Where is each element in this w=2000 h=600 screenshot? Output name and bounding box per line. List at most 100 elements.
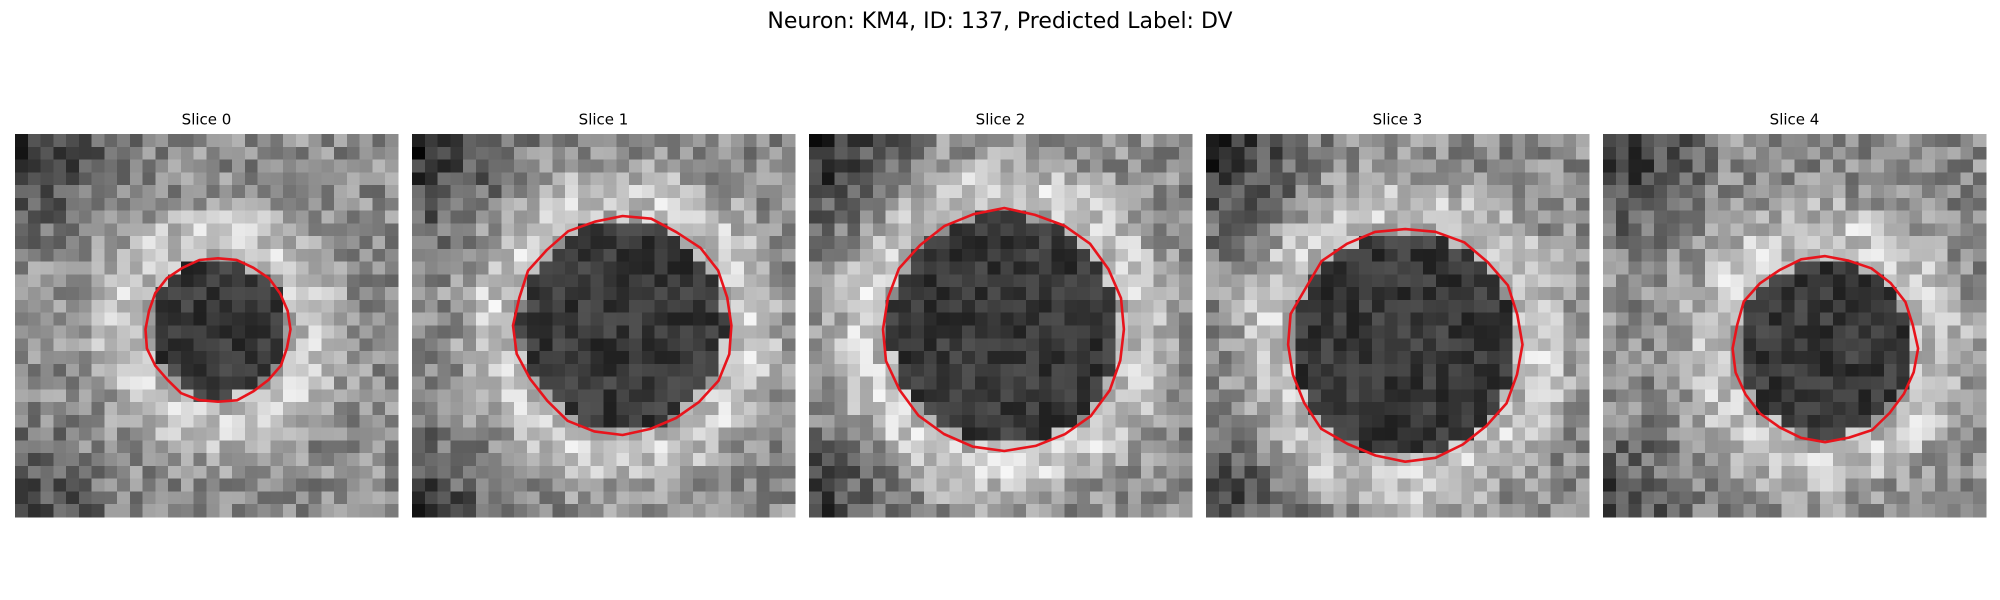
pixel bbox=[1960, 299, 1974, 314]
pixel bbox=[526, 363, 541, 378]
pixel bbox=[437, 465, 451, 480]
pixel bbox=[680, 159, 694, 173]
pixel bbox=[1960, 325, 1974, 339]
pixel bbox=[731, 504, 745, 518]
pixel bbox=[987, 402, 1001, 416]
pixel bbox=[1461, 197, 1475, 212]
pixel bbox=[1295, 172, 1309, 186]
pixel bbox=[1781, 465, 1795, 480]
pixel bbox=[1512, 465, 1526, 480]
pixel bbox=[898, 134, 912, 148]
pixel bbox=[629, 312, 643, 326]
pixel bbox=[1384, 159, 1398, 173]
pixel bbox=[1359, 172, 1373, 186]
pixel bbox=[1947, 478, 1961, 492]
pixel bbox=[1576, 402, 1590, 416]
pixel bbox=[526, 491, 541, 505]
pixel bbox=[463, 223, 477, 237]
pixel bbox=[1794, 325, 1808, 339]
pixel bbox=[1486, 427, 1501, 441]
pixel bbox=[667, 287, 681, 301]
pixel bbox=[1883, 465, 1898, 480]
pixel bbox=[78, 325, 93, 339]
pixel bbox=[501, 453, 515, 467]
pixel bbox=[346, 491, 361, 505]
pixel bbox=[1000, 223, 1014, 237]
pixel bbox=[1858, 134, 1872, 148]
pixel bbox=[731, 299, 745, 314]
pixel bbox=[705, 440, 719, 454]
pixel bbox=[244, 427, 259, 441]
pixel bbox=[1038, 376, 1053, 390]
pixel bbox=[488, 491, 502, 505]
pixel bbox=[731, 402, 745, 416]
pixel bbox=[1871, 223, 1885, 237]
pixel bbox=[1179, 504, 1193, 518]
pixel bbox=[1038, 491, 1053, 505]
pixel bbox=[66, 274, 80, 288]
pixel bbox=[1218, 287, 1233, 301]
pixel bbox=[1973, 146, 1987, 161]
pixel bbox=[1269, 363, 1284, 378]
pixel bbox=[731, 185, 745, 199]
pixel bbox=[308, 248, 322, 263]
pixel bbox=[1295, 197, 1309, 212]
pixel bbox=[1756, 312, 1770, 326]
pixel bbox=[590, 325, 604, 339]
pixel bbox=[514, 338, 528, 352]
pixel bbox=[809, 172, 823, 186]
pixel bbox=[1038, 185, 1053, 199]
pixel bbox=[308, 274, 322, 288]
pixel bbox=[372, 325, 386, 339]
pixel bbox=[1576, 287, 1590, 301]
pixel bbox=[1845, 274, 1859, 288]
pixel bbox=[1692, 248, 1706, 263]
pixel bbox=[1871, 159, 1885, 173]
pixel bbox=[1628, 236, 1642, 250]
pixel bbox=[1320, 338, 1335, 352]
pixel bbox=[1871, 351, 1885, 365]
pixel bbox=[539, 376, 553, 390]
pixel bbox=[129, 299, 144, 314]
pixel bbox=[680, 312, 694, 326]
pixel bbox=[769, 402, 783, 416]
pixel bbox=[501, 465, 515, 480]
pixel bbox=[539, 504, 553, 518]
pixel bbox=[53, 197, 67, 212]
pixel bbox=[834, 287, 848, 301]
pixel bbox=[1115, 389, 1129, 403]
pixel bbox=[1166, 299, 1180, 314]
pixel bbox=[450, 223, 464, 237]
pixel bbox=[590, 440, 604, 454]
pixel bbox=[334, 210, 348, 224]
pixel bbox=[1128, 299, 1142, 314]
pixel bbox=[1717, 389, 1732, 403]
pixel bbox=[1603, 185, 1617, 199]
pixel bbox=[1257, 134, 1271, 148]
pixel bbox=[1282, 172, 1296, 186]
pixel bbox=[860, 376, 874, 390]
pixel bbox=[1666, 248, 1681, 263]
pixel bbox=[501, 338, 515, 352]
pixel bbox=[27, 427, 42, 441]
pixel bbox=[577, 376, 592, 390]
pixel bbox=[705, 261, 719, 275]
pixel bbox=[321, 325, 335, 339]
pixel bbox=[834, 504, 848, 518]
pixel bbox=[1308, 248, 1322, 263]
pixel bbox=[117, 185, 131, 199]
pixel bbox=[257, 414, 271, 429]
pixel bbox=[1820, 210, 1834, 224]
pixel bbox=[40, 223, 54, 237]
pixel bbox=[885, 325, 899, 339]
pixel bbox=[321, 134, 335, 148]
pixel bbox=[1807, 363, 1821, 378]
pixel bbox=[488, 351, 502, 365]
pixel bbox=[1807, 427, 1821, 441]
pixel bbox=[526, 338, 541, 352]
pixel bbox=[180, 351, 195, 365]
pixel bbox=[1231, 465, 1245, 480]
pixel bbox=[1947, 427, 1961, 441]
pixel bbox=[1679, 376, 1693, 390]
pixel bbox=[834, 248, 848, 263]
